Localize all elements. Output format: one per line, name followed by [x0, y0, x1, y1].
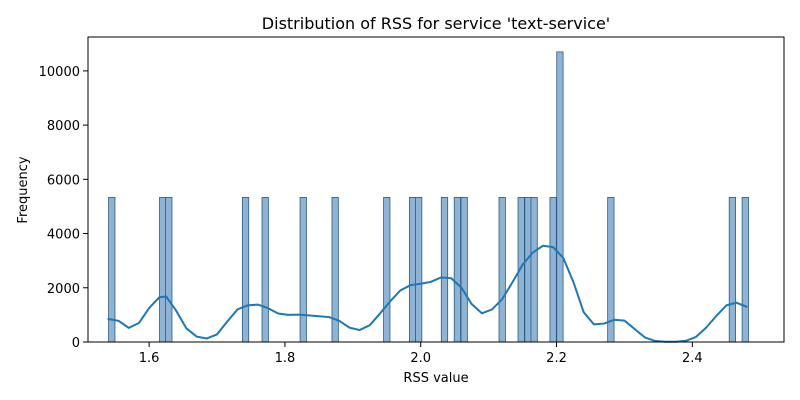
histogram-bar — [241, 197, 250, 343]
histogram-bar — [408, 197, 417, 343]
y-tick-label: 8000 — [47, 119, 80, 134]
y-tick-label: 10000 — [39, 65, 80, 80]
histogram-bar — [530, 197, 538, 343]
plot-area-frame — [87, 36, 785, 343]
y-axis-label: Frequency — [16, 156, 31, 223]
histogram-bar — [261, 197, 269, 343]
y-tick-label: 0 — [72, 336, 80, 351]
x-axis-ticks: 1.6 1.8 2.0 2.2 2.4 — [139, 342, 703, 366]
histogram-bar — [741, 197, 749, 343]
histogram-bar — [453, 197, 461, 343]
histogram-bar — [383, 197, 391, 343]
chart-title: Distribution of RSS for service 'text-se… — [262, 14, 610, 33]
histogram-bar — [159, 197, 167, 343]
histogram-bar — [549, 197, 557, 343]
x-tick-label: 1.6 — [139, 351, 160, 366]
y-tick-label: 6000 — [47, 173, 80, 188]
x-tick-label: 2.0 — [410, 351, 431, 366]
x-axis-label: RSS value — [403, 371, 468, 386]
y-tick-label: 2000 — [47, 282, 80, 297]
histogram-bar — [728, 197, 736, 343]
histogram-bar — [460, 197, 468, 343]
histogram-bar — [440, 197, 449, 343]
x-tick-label: 2.4 — [682, 351, 703, 366]
y-tick-label: 4000 — [47, 228, 80, 243]
histogram-bar — [556, 51, 564, 343]
histogram-bars — [108, 51, 749, 343]
x-tick-label: 2.2 — [546, 351, 567, 366]
histogram-bar — [165, 197, 173, 343]
histogram-bar — [524, 197, 532, 343]
histogram-bar — [498, 197, 506, 343]
y-axis-ticks: 0 2000 4000 6000 8000 10000 — [39, 65, 88, 351]
histogram-bar — [299, 197, 307, 343]
x-tick-label: 1.8 — [275, 351, 296, 366]
histogram-bar — [415, 197, 423, 343]
kde-curve — [107, 244, 748, 343]
